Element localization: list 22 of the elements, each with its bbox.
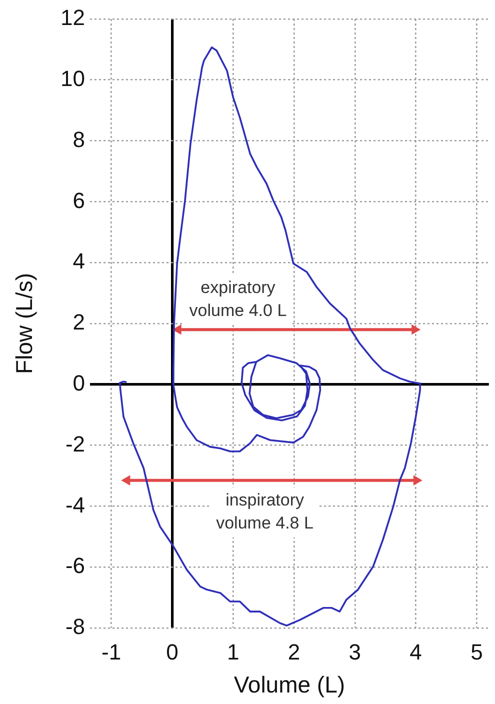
y-tick-label: 12 [60,5,85,30]
annotation: expiratory volume 4.0 L [189,278,287,320]
y-axis-title: Flow (L/s) [11,273,38,374]
y-tick-label: 10 [60,66,85,91]
y-tick-label: 2 [72,310,85,335]
x-tick-label: 2 [288,639,300,664]
x-tick-label: 3 [348,639,362,664]
x-tick-label: 1 [226,639,240,664]
x-tick-label: 5 [470,639,483,664]
annotation: inspiratory volume 4.8 L [216,490,314,533]
y-tick-label: 6 [72,188,85,213]
y-tick-label: 8 [72,126,85,152]
x-tick-label: 0 [166,639,178,664]
x-tick-label: -1 [102,639,122,664]
y-tick-label: 4 [72,248,85,274]
y-tick-label: -8 [65,614,85,640]
y-tick-label: 0 [72,370,85,396]
x-tick-label: 4 [410,639,422,664]
x-axis-title: Volume (L) [234,672,346,698]
y-tick-label: -6 [65,553,85,578]
y-tick-label: -4 [65,492,85,518]
y-tick-label: -2 [65,431,85,456]
